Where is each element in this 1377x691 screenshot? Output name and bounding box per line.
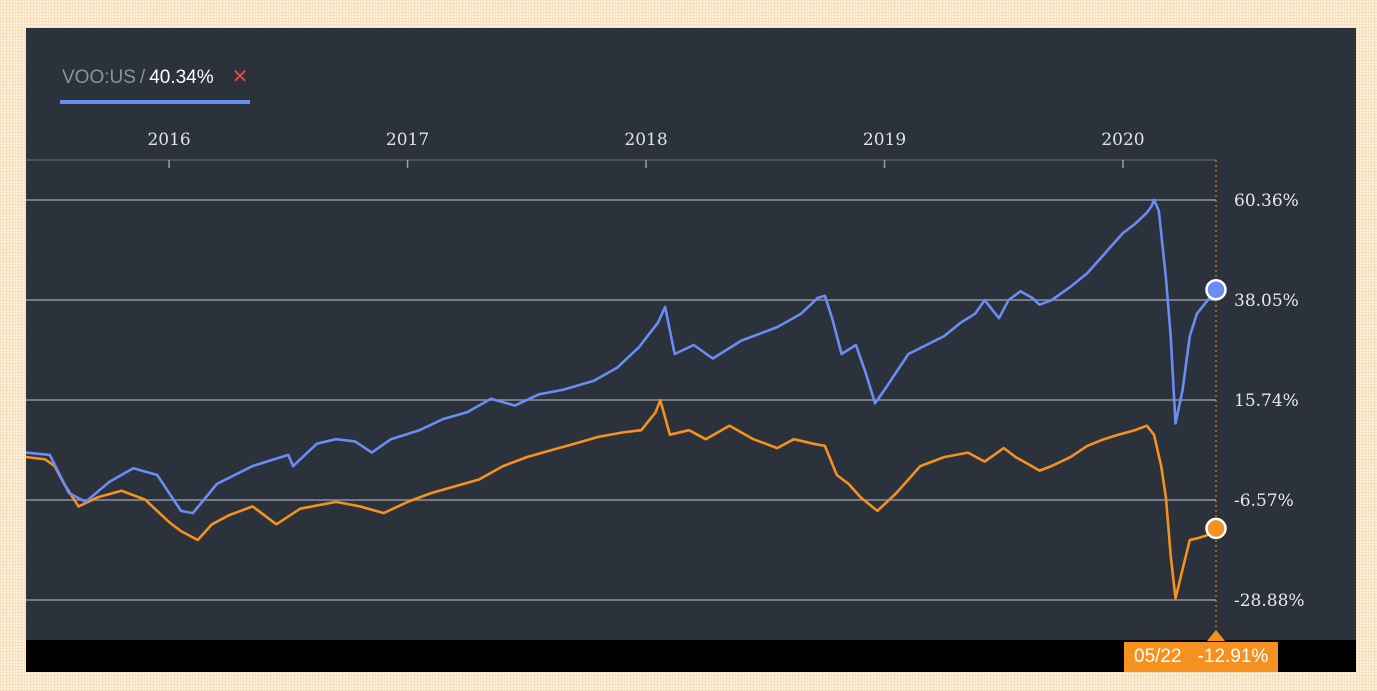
badge-date: 05/22 (1134, 646, 1182, 667)
x-tick-label-2019: 2019 (863, 130, 906, 150)
legend-ticker: VOO:US (62, 67, 136, 88)
legend-separator: / (139, 67, 146, 88)
y-tick-label: 15.74% (1234, 391, 1299, 411)
crosshair-date-badge: 05/22 -12.91% (1124, 642, 1279, 672)
legend-chip[interactable]: VOO:US/40.34% ✕ (60, 64, 251, 104)
series-line-voo-us (26, 198, 1218, 515)
legend-value: 40.34% (149, 67, 214, 88)
x-tick-label-2018: 2018 (624, 130, 667, 150)
badge-value: -12.91% (1197, 646, 1269, 667)
chart-panel: 2016 2017 2018 2019 2020 60.36% 38.05% 15.74% -6… (26, 28, 1356, 672)
y-tick-label: 60.36% (1234, 191, 1299, 211)
badge-pointer-icon (1207, 630, 1225, 641)
y-tick-label: -6.57% (1234, 491, 1294, 511)
line-chart: 2016 2017 2018 2019 2020 60.36% 38.05% 15.74% -6… (26, 130, 1305, 640)
y-tick-label: -28.88% (1234, 591, 1305, 611)
x-tick-label-2020: 2020 (1101, 130, 1144, 150)
x-tick-label-2016: 2016 (147, 130, 190, 150)
series-end-marker (1205, 517, 1227, 540)
series-end-marker (1205, 278, 1227, 301)
series-line-comparison (26, 398, 1217, 600)
close-icon[interactable]: ✕ (231, 66, 249, 88)
x-tick-label-2017: 2017 (386, 130, 429, 150)
y-tick-label: 38.05% (1234, 291, 1299, 311)
